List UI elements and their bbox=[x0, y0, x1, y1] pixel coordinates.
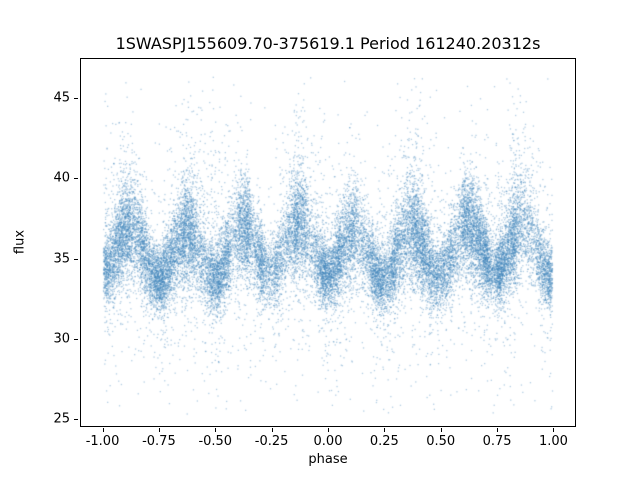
x-tick-mark bbox=[553, 428, 555, 432]
x-tick-mark bbox=[384, 428, 386, 432]
x-tick-label: -0.50 bbox=[198, 434, 233, 449]
x-tick-label: 0.00 bbox=[313, 434, 343, 449]
y-tick-mark bbox=[74, 338, 78, 340]
y-tick-mark bbox=[74, 98, 78, 100]
y-tick-label: 45 bbox=[53, 90, 70, 106]
y-axis-label: flux bbox=[12, 229, 28, 255]
y-tick-label: 30 bbox=[53, 331, 70, 347]
y-tick-label: 40 bbox=[53, 170, 70, 186]
x-tick-label: -0.75 bbox=[142, 434, 176, 449]
x-tick-label: 1.00 bbox=[538, 434, 568, 449]
plot-area bbox=[80, 58, 576, 427]
x-tick-label: -0.25 bbox=[254, 434, 289, 449]
x-tick-label: 0.75 bbox=[482, 434, 512, 449]
y-tick-mark bbox=[74, 178, 78, 180]
x-tick-mark bbox=[215, 428, 217, 432]
y-tick-mark bbox=[74, 418, 78, 420]
x-tick-mark bbox=[158, 428, 160, 432]
y-tick-label: 25 bbox=[53, 411, 70, 427]
x-tick-label: 0.50 bbox=[426, 434, 456, 449]
y-tick-mark bbox=[74, 258, 78, 260]
x-tick-label: -1.00 bbox=[85, 434, 120, 449]
y-axis-ticks: 25 30 35 40 45 bbox=[0, 58, 79, 427]
x-tick-mark bbox=[271, 428, 273, 432]
x-axis-label: phase bbox=[308, 452, 348, 467]
x-axis-ticks: -1.00 -0.75 -0.50 -0.25 0.00 0.25 0.50 0… bbox=[80, 427, 576, 457]
x-tick-mark bbox=[497, 428, 499, 432]
x-tick-mark bbox=[328, 428, 329, 432]
scatter-canvas bbox=[81, 59, 575, 426]
chart-title: 1SWASPJ155609.70-375619.1 Period 161240.… bbox=[115, 34, 541, 53]
x-tick-mark bbox=[102, 428, 104, 432]
y-tick-label: 35 bbox=[53, 251, 70, 267]
x-tick-mark bbox=[440, 428, 442, 432]
x-tick-label: 0.25 bbox=[369, 434, 399, 449]
